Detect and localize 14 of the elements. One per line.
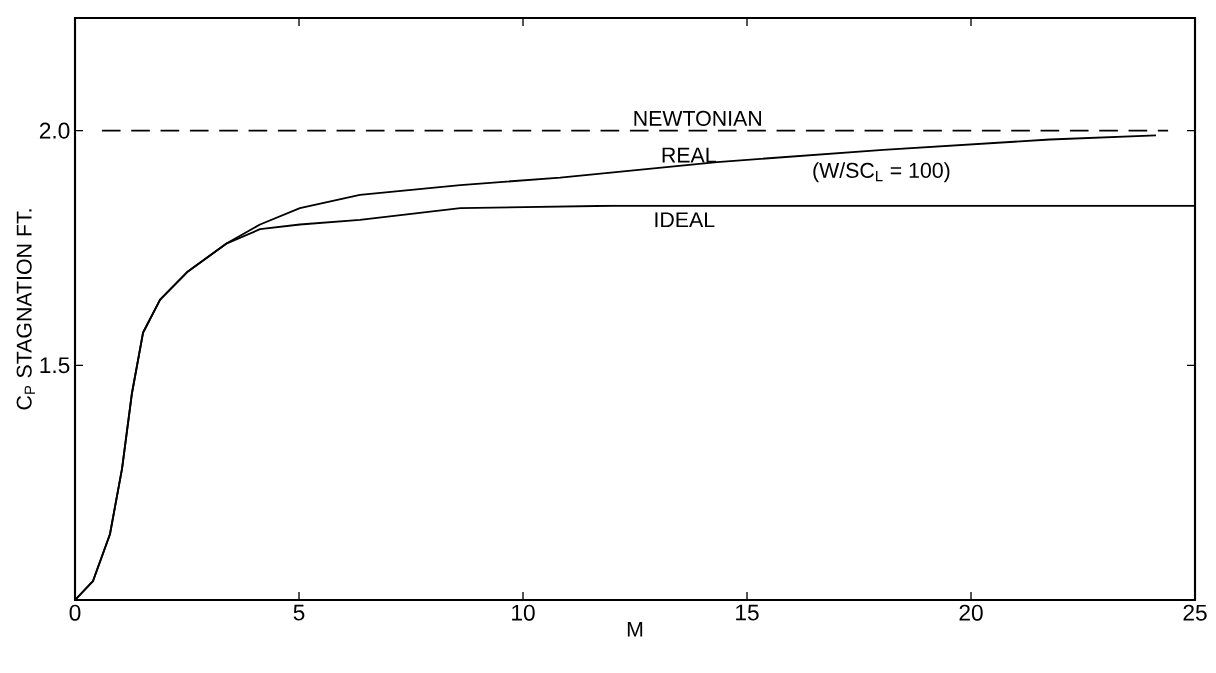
x-tick-label: 5 <box>293 604 305 621</box>
y-axis-title: C$_{P}$ STAGNATION FT. <box>16 209 35 410</box>
annotation: (W/SC$_{L}$ = 100) <box>813 162 950 183</box>
x-tick-label: 25 <box>1183 604 1207 621</box>
y-tick-label: 1.5 <box>40 357 70 374</box>
x-tick-label: 20 <box>959 604 983 621</box>
x-tick-label: 10 <box>512 604 535 621</box>
y-tick-label: 2.0 <box>39 122 70 139</box>
x-tick-label: 15 <box>736 604 759 621</box>
x-axis-title: M <box>627 621 643 637</box>
ref-line-label: NEWTONIAN <box>634 110 761 126</box>
series-label: REAL <box>662 147 716 163</box>
x-tick-label: 0 <box>69 604 81 621</box>
series-label: IDEAL <box>655 212 715 228</box>
